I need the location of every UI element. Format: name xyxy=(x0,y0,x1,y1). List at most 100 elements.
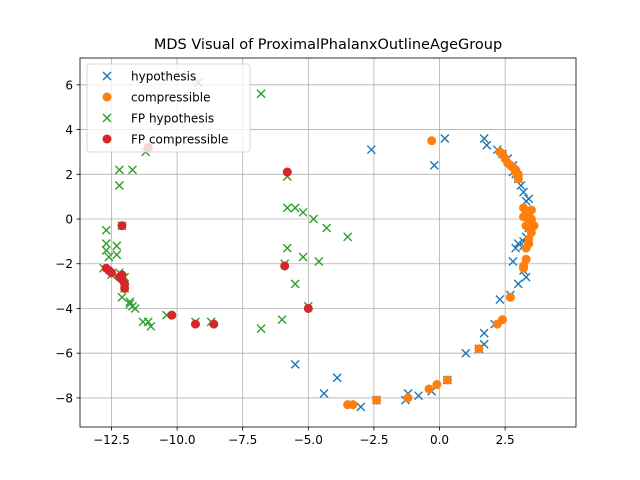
data-point xyxy=(492,319,502,329)
data-point-stroke xyxy=(414,391,424,401)
data-point xyxy=(403,393,413,403)
legend-label: FP compressible xyxy=(131,133,228,147)
data-point xyxy=(495,295,505,305)
data-point xyxy=(112,250,122,260)
data-point xyxy=(117,270,127,280)
data-point-stroke xyxy=(256,324,266,334)
data-point-stroke xyxy=(298,252,308,262)
data-point xyxy=(117,221,127,231)
data-point xyxy=(120,283,130,293)
data-point xyxy=(127,165,137,175)
legend-label: compressible xyxy=(131,91,210,105)
data-point-stroke xyxy=(143,317,153,327)
chart-title: MDS Visual of ProximalPhalanxOutlineAgeG… xyxy=(154,37,502,53)
legend-marker-stroke xyxy=(102,113,112,123)
data-point-stroke xyxy=(101,239,111,249)
data-point xyxy=(322,223,332,233)
data-point xyxy=(117,292,127,302)
data-point xyxy=(440,134,450,144)
data-point-stroke xyxy=(513,239,523,249)
data-point-stroke xyxy=(332,373,342,383)
data-point-stroke xyxy=(114,165,124,175)
data-point xyxy=(125,299,135,309)
data-point-stroke xyxy=(429,160,439,170)
y-tick-label: −4 xyxy=(55,302,73,316)
data-point-stroke xyxy=(282,243,292,253)
data-point xyxy=(101,239,111,249)
data-point-stroke xyxy=(440,134,450,144)
legend-label: hypothesis xyxy=(131,70,196,84)
data-point-stroke xyxy=(479,134,489,144)
data-point xyxy=(429,160,439,170)
data-point xyxy=(298,252,308,262)
data-point-stroke xyxy=(314,257,324,267)
data-point xyxy=(414,391,424,401)
data-point xyxy=(479,328,489,338)
data-point-stroke xyxy=(127,165,137,175)
data-point-stroke xyxy=(495,295,505,305)
x-tick-label: −7.5 xyxy=(228,433,257,447)
y-tick-label: −2 xyxy=(55,257,73,271)
data-point xyxy=(526,205,536,215)
data-point xyxy=(104,252,114,262)
x-tick-label: 0.0 xyxy=(430,433,449,447)
data-point xyxy=(290,203,300,213)
legend-label: FP hypothesis xyxy=(131,112,214,126)
data-point-stroke xyxy=(482,140,492,150)
data-point xyxy=(125,297,135,307)
data-point xyxy=(101,225,111,235)
data-point xyxy=(303,303,313,313)
data-point-stroke xyxy=(125,297,135,307)
data-point xyxy=(106,268,116,278)
data-point xyxy=(256,324,266,334)
y-tick-label: 4 xyxy=(65,123,73,137)
data-point xyxy=(314,257,324,267)
series-fp-compressible xyxy=(101,142,313,329)
data-point xyxy=(432,380,442,390)
data-point-stroke xyxy=(256,89,266,99)
data-point-stroke xyxy=(112,250,122,260)
data-point xyxy=(508,257,518,267)
data-point-stroke xyxy=(282,203,292,213)
data-point xyxy=(277,315,287,325)
axis-ticks: −12.5 −10.0 −7.5 −5.0 −2.5 0.0 2.5 −8 −6 −4 −2 0 2 4 6 xyxy=(55,78,514,447)
data-point xyxy=(290,359,300,369)
data-point-stroke xyxy=(277,315,287,325)
data-point xyxy=(372,395,382,405)
data-point xyxy=(482,140,492,150)
data-point xyxy=(461,348,471,358)
x-tick-label: −10.0 xyxy=(159,433,196,447)
data-point xyxy=(519,212,529,222)
legend-marker xyxy=(102,71,112,81)
data-point xyxy=(114,165,124,175)
data-point xyxy=(280,261,290,271)
series-compressible xyxy=(343,136,539,410)
legend-marker xyxy=(102,92,112,102)
data-point xyxy=(298,207,308,217)
data-point xyxy=(101,245,111,255)
data-point-stroke xyxy=(130,303,140,313)
data-point xyxy=(256,89,266,99)
y-tick-label: 6 xyxy=(65,78,73,92)
x-tick-label: 2.5 xyxy=(496,433,515,447)
legend-marker xyxy=(102,113,112,123)
data-point-stroke xyxy=(479,328,489,338)
data-point-stroke xyxy=(461,348,471,358)
y-tick-label: 0 xyxy=(65,213,73,227)
data-point xyxy=(524,194,534,204)
data-point xyxy=(282,167,292,177)
data-point xyxy=(319,388,329,398)
data-point xyxy=(167,310,177,320)
data-point xyxy=(427,136,437,146)
data-point-stroke xyxy=(112,241,122,251)
data-point xyxy=(112,241,122,251)
data-point-stroke xyxy=(519,187,529,197)
data-point xyxy=(513,239,523,249)
data-point xyxy=(505,292,515,302)
y-tick-label: 2 xyxy=(65,168,73,182)
data-point xyxy=(356,402,366,412)
data-point xyxy=(424,384,434,394)
data-point xyxy=(309,214,319,224)
x-tick-label: −5.0 xyxy=(294,433,323,447)
data-point xyxy=(290,279,300,289)
